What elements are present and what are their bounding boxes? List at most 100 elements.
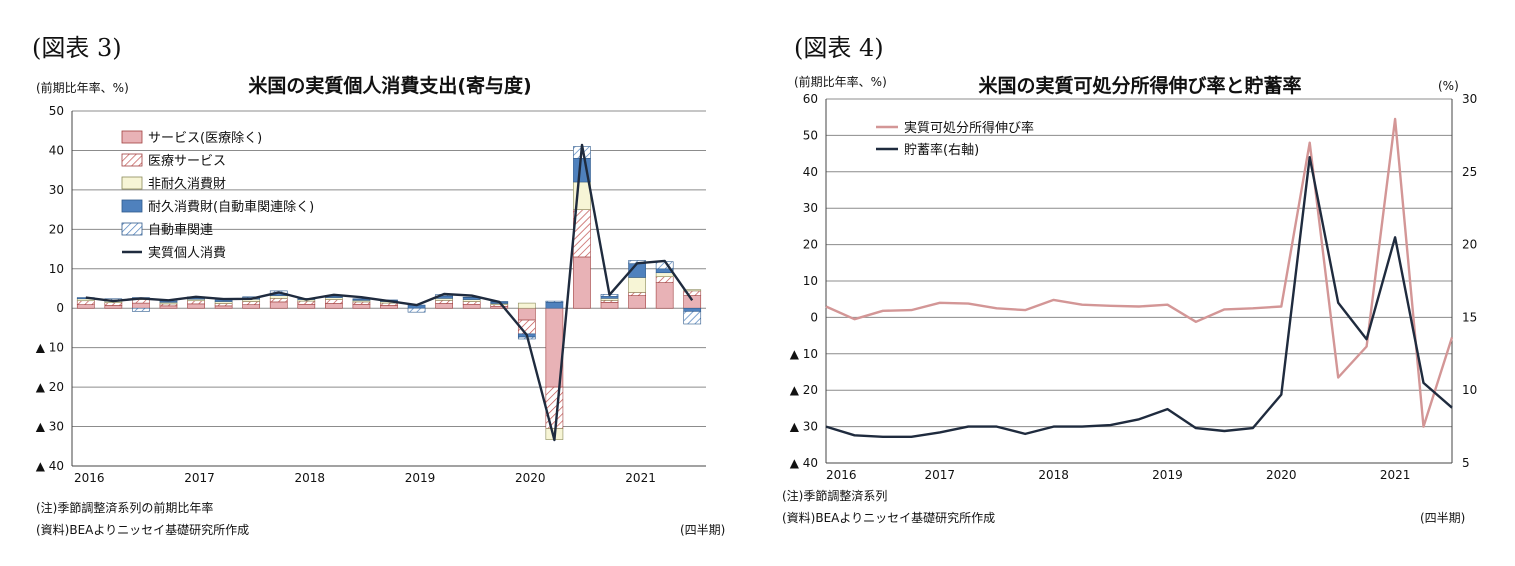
right-y-unit-right: (%) <box>1438 79 1459 93</box>
right-note-2: (資料)BEAよりニッセイ基礎研究所作成 <box>782 510 995 525</box>
bar-medical <box>380 302 398 306</box>
left-y-tick-label: ▲ 30 <box>36 420 64 434</box>
left-x-tick-label: 2019 <box>405 471 436 485</box>
left-x-tick-label: 2017 <box>184 471 215 485</box>
legend-label-nondurables: 非耐久消費財 <box>148 177 226 192</box>
bar-medical <box>325 299 343 304</box>
bar-auto <box>683 311 702 325</box>
total-consumption-line <box>85 143 694 442</box>
bar-nondurables <box>655 272 674 277</box>
bar-nondurables <box>683 289 702 292</box>
left-x-tick-label: 2021 <box>625 471 656 485</box>
right-y-unit-left: (前期比年率、%) <box>794 74 887 89</box>
legend-swatch-auto <box>121 222 143 236</box>
bar-services <box>435 303 453 309</box>
figure-label-4: (図表 4) <box>794 34 884 62</box>
right-x-ticks: 2016 2017 2018 2019 2020 2021 <box>826 468 1410 482</box>
bar-services <box>269 301 288 309</box>
legend-swatch-services <box>121 130 143 144</box>
bar-medical <box>104 302 123 306</box>
legend-label-medical: 医療サービス <box>148 154 226 169</box>
bar-medical <box>435 300 453 304</box>
bar-services <box>628 295 646 309</box>
right-y2-tick-label: 15 <box>1462 310 1477 324</box>
right-y-tick-label: 10 <box>803 274 818 288</box>
legend-label-income: 実質可処分所得伸び率 <box>904 120 1034 136</box>
bar-medical <box>462 301 481 305</box>
bar-services <box>132 302 150 309</box>
bar-services <box>655 282 674 309</box>
left-total-line <box>85 143 694 442</box>
left-note-2: (資料)BEAよりニッセイ基礎研究所作成 <box>36 522 249 537</box>
bar-nondurables <box>269 295 288 299</box>
left-y-tick-label: 30 <box>49 183 64 197</box>
right-y-tick-label: 50 <box>803 128 818 142</box>
legend-label-services: サービス(医療除く) <box>148 131 262 146</box>
bar-services <box>214 305 233 309</box>
bar-nondurables <box>628 277 646 293</box>
right-y2-tick-label: 5 <box>1462 456 1470 470</box>
right-y-tick-label: 60 <box>803 92 818 106</box>
right-x-tick-label: 2018 <box>1038 468 1069 482</box>
legend-swatch-durables <box>121 199 143 213</box>
left-y-tick-label: 50 <box>49 104 64 118</box>
left-x-unit: (四半期) <box>680 523 725 537</box>
legend-label-saving: 貯蓄率(右軸) <box>904 142 979 158</box>
right-y-tick-label: ▲ 30 <box>790 420 818 434</box>
bar-medical <box>269 298 288 303</box>
left-y-tick-label: ▲ 10 <box>36 341 64 355</box>
right-y2-tick-label: 30 <box>1462 92 1477 106</box>
left-y-tick-label: 10 <box>49 262 64 276</box>
right-y-tick-label: 40 <box>803 165 818 179</box>
bar-services <box>683 295 702 309</box>
right-x-tick-label: 2016 <box>826 468 857 482</box>
bar-medical <box>76 300 95 305</box>
bar-services <box>325 303 343 309</box>
left-y-tick-label: ▲ 20 <box>36 380 64 394</box>
bar-services <box>380 305 398 309</box>
bar-auto <box>407 307 426 313</box>
bar-medical <box>187 300 205 305</box>
legend-label-auto: 自動車関連 <box>148 223 213 238</box>
right-y-ticks-left: 60 50 40 30 20 10 0 ▲ 10 ▲ 20 ▲ 30 ▲ 40 <box>790 92 818 470</box>
figure-label-3: (図表 3) <box>32 34 122 62</box>
bar-nondurables <box>517 302 536 309</box>
right-gridlines <box>825 98 1453 464</box>
right-y-tick-label: ▲ 40 <box>790 456 818 470</box>
right-y-ticks-right: 30 25 20 15 10 5 <box>1462 92 1477 470</box>
line-saving <box>825 155 1453 438</box>
left-y-tick-label: ▲ 40 <box>36 459 64 473</box>
bar-durables <box>545 302 564 309</box>
right-y2-tick-label: 25 <box>1462 165 1477 179</box>
left-x-ticks: 2016 2017 2018 2019 2020 2021 <box>74 471 656 485</box>
left-y-ticks: 50 40 30 20 10 0 ▲ 10 ▲ 20 ▲ 30 ▲ 40 <box>36 104 64 473</box>
right-y-tick-label: ▲ 20 <box>790 383 818 397</box>
bar-auto <box>132 307 150 312</box>
bar-auto <box>545 300 564 303</box>
right-y-tick-label: 30 <box>803 201 818 215</box>
right-note-1: (注)季節調整済系列 <box>782 488 887 503</box>
left-x-tick-label: 2016 <box>74 471 105 485</box>
bar-services <box>600 302 619 309</box>
legend-swatch-medical <box>121 153 143 167</box>
bar-medical <box>628 292 646 296</box>
right-x-tick-label: 2021 <box>1380 468 1411 482</box>
legend-label-total: 実質個人消費 <box>148 245 226 261</box>
bar-services <box>159 305 178 309</box>
left-x-tick-label: 2020 <box>515 471 546 485</box>
left-y-tick-label: 20 <box>49 222 64 236</box>
bar-services <box>104 305 123 309</box>
bar-medical <box>545 386 564 429</box>
left-x-tick-label: 2018 <box>295 471 326 485</box>
right-y2-tick-label: 10 <box>1462 383 1477 397</box>
right-y-tick-label: ▲ 10 <box>790 347 818 361</box>
left-y-tick-label: 0 <box>56 301 64 315</box>
left-note-1: (注)季節調整済系列の前期比年率 <box>36 500 213 515</box>
legend-swatch-nondurables <box>121 176 143 190</box>
bar-medical <box>214 303 233 307</box>
bar-services <box>242 304 261 309</box>
